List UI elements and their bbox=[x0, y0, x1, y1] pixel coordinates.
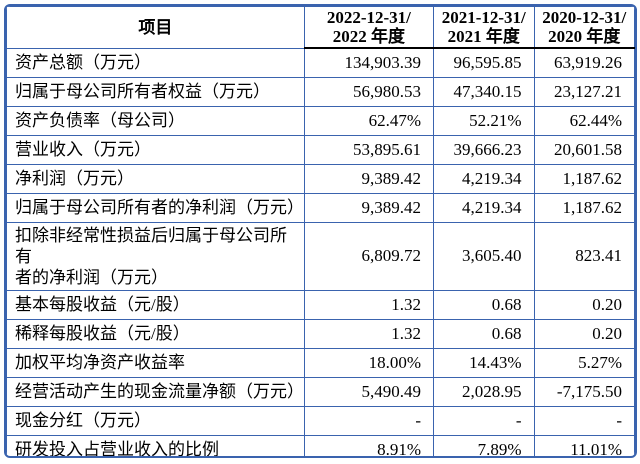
period-date-2020: 2020-12-31/ bbox=[542, 8, 627, 27]
value-cell: 39,666.23 bbox=[433, 134, 535, 165]
value-cell: - bbox=[303, 405, 435, 436]
value-cell: 1.32 bbox=[303, 318, 435, 349]
row-label: 资产总额（万元） bbox=[6, 47, 305, 78]
value-cell: 18.00% bbox=[303, 347, 435, 378]
value-cell: 7.89% bbox=[433, 434, 535, 456]
row-label: 归属于母公司所有者权益（万元） bbox=[6, 76, 305, 107]
row-label: 基本每股收益（元/股） bbox=[6, 289, 305, 320]
financial-summary-table: 项目 2022-12-31/ 2022 年度 2021-12-31/ 2021 … bbox=[6, 6, 635, 456]
value-cell: - bbox=[433, 405, 535, 436]
table-row: 归属于母公司所有者权益（万元） 56,980.53 47,340.15 23,127.… bbox=[6, 76, 635, 107]
table-row: 加权平均净资产收益率 18.00% 14.43% 5.27% bbox=[6, 347, 635, 378]
row-label: 经营活动产生的现金流量净额（万元） bbox=[6, 376, 305, 407]
row-label: 净利润（万元） bbox=[6, 163, 305, 194]
value-cell: 47,340.15 bbox=[433, 76, 535, 107]
table-row: 基本每股收益（元/股） 1.32 0.68 0.20 bbox=[6, 289, 635, 320]
row-label: 现金分红（万元） bbox=[6, 405, 305, 436]
period-date-2022: 2022-12-31/ bbox=[326, 8, 411, 27]
value-cell: 52.21% bbox=[433, 105, 535, 136]
value-cell: 0.68 bbox=[433, 318, 535, 349]
row-label: 稀释每股收益（元/股） bbox=[6, 318, 305, 349]
row-label: 研发投入占营业收入的比例 bbox=[6, 434, 305, 456]
value-cell: 5.27% bbox=[533, 347, 635, 378]
value-cell: 0.20 bbox=[533, 318, 635, 349]
table-row: 研发投入占营业收入的比例 8.91% 7.89% 11.01% bbox=[6, 434, 635, 456]
table-row: 扣除非经常性损益后归属于母公司所有 者的净利润（万元） 6,809.72 3,605… bbox=[6, 221, 635, 291]
value-cell: 5,490.49 bbox=[303, 376, 435, 407]
period-date-2021: 2021-12-31/ bbox=[441, 8, 526, 27]
header-row: 项目 2022-12-31/ 2022 年度 2021-12-31/ 2021 … bbox=[6, 6, 635, 49]
table-row: 营业收入（万元） 53,895.61 39,666.23 20,601.58 bbox=[6, 134, 635, 165]
value-cell: 3,605.40 bbox=[433, 221, 535, 291]
table-row: 净利润（万元） 9,389.42 4,219.34 1,187.62 bbox=[6, 163, 635, 194]
table-row: 现金分红（万元） - - - bbox=[6, 405, 635, 436]
value-cell: 2,028.95 bbox=[433, 376, 535, 407]
value-cell: 53,895.61 bbox=[303, 134, 435, 165]
header-cell-item: 项目 bbox=[6, 6, 305, 49]
financial-summary-table-container: 项目 2022-12-31/ 2022 年度 2021-12-31/ 2021 … bbox=[4, 4, 637, 458]
value-cell: 1,187.62 bbox=[533, 163, 635, 194]
value-cell: 20,601.58 bbox=[533, 134, 635, 165]
table-body: 资产总额（万元） 134,903.39 96,595.85 63,919.26 归属于母… bbox=[6, 47, 635, 456]
row-label: 营业收入（万元） bbox=[6, 134, 305, 165]
value-cell: 9,389.42 bbox=[303, 192, 435, 223]
table-row: 经营活动产生的现金流量净额（万元） 5,490.49 2,028.95 -7,175.… bbox=[6, 376, 635, 407]
value-cell: 4,219.34 bbox=[433, 163, 535, 194]
row-label: 资产负债率（母公司） bbox=[6, 105, 305, 136]
value-cell: 62.47% bbox=[303, 105, 435, 136]
table-row: 资产负债率（母公司） 62.47% 52.21% 62.44% bbox=[6, 105, 635, 136]
value-cell: 1.32 bbox=[303, 289, 435, 320]
value-cell: 56,980.53 bbox=[303, 76, 435, 107]
value-cell: 62.44% bbox=[533, 105, 635, 136]
value-cell: 96,595.85 bbox=[433, 47, 535, 78]
header-cell-period-2022: 2022-12-31/ 2022 年度 bbox=[303, 6, 435, 49]
table-row: 稀释每股收益（元/股） 1.32 0.68 0.20 bbox=[6, 318, 635, 349]
value-cell: 23,127.21 bbox=[533, 76, 635, 107]
value-cell: 11.01% bbox=[533, 434, 635, 456]
value-cell: 4,219.34 bbox=[433, 192, 535, 223]
period-year-2022: 2022 年度 bbox=[332, 27, 405, 46]
value-cell: 6,809.72 bbox=[303, 221, 435, 291]
value-cell: - bbox=[533, 405, 635, 436]
row-label: 加权平均净资产收益率 bbox=[6, 347, 305, 378]
table-row: 归属于母公司所有者的净利润（万元） 9,389.42 4,219.34 1,187.6… bbox=[6, 192, 635, 223]
value-cell: 0.68 bbox=[433, 289, 535, 320]
row-label: 归属于母公司所有者的净利润（万元） bbox=[6, 192, 305, 223]
value-cell: -7,175.50 bbox=[533, 376, 635, 407]
value-cell: 823.41 bbox=[533, 221, 635, 291]
period-year-2021: 2021 年度 bbox=[447, 27, 520, 46]
value-cell: 14.43% bbox=[433, 347, 535, 378]
value-cell: 8.91% bbox=[303, 434, 435, 456]
value-cell: 134,903.39 bbox=[303, 47, 435, 78]
value-cell: 1,187.62 bbox=[533, 192, 635, 223]
table-row: 资产总额（万元） 134,903.39 96,595.85 63,919.26 bbox=[6, 47, 635, 78]
header-cell-period-2020: 2020-12-31/ 2020 年度 bbox=[533, 6, 635, 49]
header-cell-period-2021: 2021-12-31/ 2021 年度 bbox=[433, 6, 535, 49]
value-cell: 9,389.42 bbox=[303, 163, 435, 194]
value-cell: 63,919.26 bbox=[533, 47, 635, 78]
value-cell: 0.20 bbox=[533, 289, 635, 320]
row-label: 扣除非经常性损益后归属于母公司所有 者的净利润（万元） bbox=[6, 221, 305, 291]
period-year-2020: 2020 年度 bbox=[548, 27, 621, 46]
